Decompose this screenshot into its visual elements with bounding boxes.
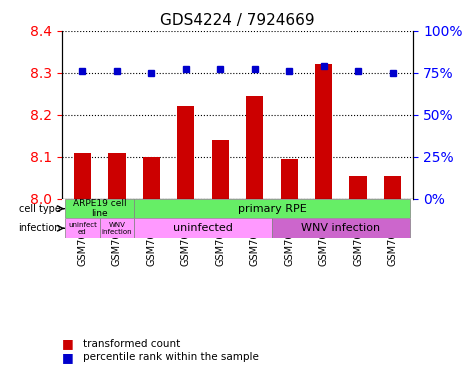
Bar	[177, 106, 194, 199]
Bar	[74, 152, 91, 199]
FancyBboxPatch shape	[100, 218, 134, 238]
Text: ARPE19 cell
line: ARPE19 cell line	[73, 199, 126, 218]
Bar	[384, 176, 401, 199]
FancyBboxPatch shape	[65, 199, 134, 218]
Text: ■: ■	[62, 337, 74, 350]
Text: percentile rank within the sample: percentile rank within the sample	[83, 352, 259, 362]
FancyBboxPatch shape	[65, 218, 100, 238]
Bar	[315, 65, 332, 199]
Bar	[142, 157, 160, 199]
FancyBboxPatch shape	[134, 199, 410, 218]
Title: GDS4224 / 7924669: GDS4224 / 7924669	[160, 13, 315, 28]
Text: WNV
infection: WNV infection	[102, 222, 132, 235]
Bar	[281, 159, 298, 199]
Bar	[212, 140, 229, 199]
Text: ■: ■	[62, 351, 74, 364]
Bar	[108, 152, 125, 199]
Text: cell type: cell type	[19, 204, 61, 214]
Text: transformed count: transformed count	[83, 339, 180, 349]
FancyBboxPatch shape	[134, 218, 272, 238]
Text: uninfected: uninfected	[173, 223, 233, 233]
Bar	[246, 96, 263, 199]
Text: WNV infection: WNV infection	[301, 223, 380, 233]
Text: primary RPE: primary RPE	[238, 204, 306, 214]
Text: uninfect
ed: uninfect ed	[68, 222, 97, 235]
Bar	[350, 176, 367, 199]
Text: infection: infection	[19, 223, 61, 233]
FancyBboxPatch shape	[272, 218, 410, 238]
